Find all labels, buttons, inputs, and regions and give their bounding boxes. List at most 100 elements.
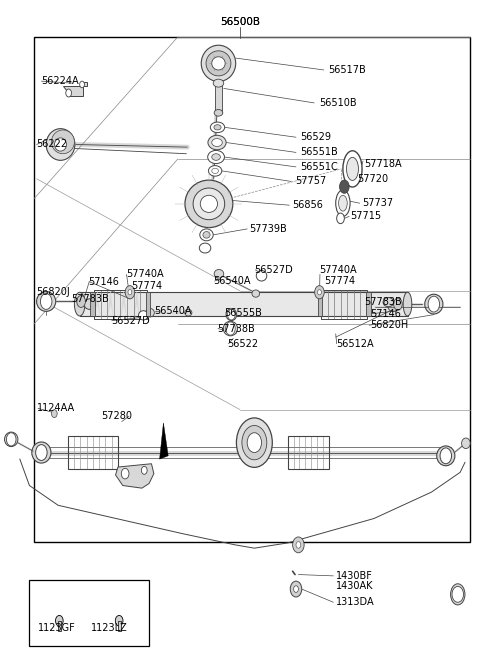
Ellipse shape [403,292,412,316]
Ellipse shape [437,446,455,466]
Ellipse shape [200,195,217,212]
Circle shape [121,469,129,479]
Circle shape [77,295,85,307]
Ellipse shape [212,154,220,161]
Ellipse shape [256,270,267,281]
Ellipse shape [210,122,225,133]
Ellipse shape [462,438,470,449]
Text: 56510B: 56510B [319,98,357,108]
Polygon shape [120,290,127,319]
Ellipse shape [214,270,224,278]
Text: 56527D: 56527D [111,315,150,326]
Circle shape [80,81,84,88]
Ellipse shape [203,231,210,238]
Text: 56540A: 56540A [154,305,192,316]
Ellipse shape [214,110,223,116]
Ellipse shape [32,442,51,463]
Bar [94,290,147,319]
Text: 57146: 57146 [371,309,402,319]
Circle shape [428,296,440,312]
Ellipse shape [212,57,225,70]
Bar [366,292,371,316]
Ellipse shape [237,418,272,467]
Circle shape [128,290,132,295]
Ellipse shape [388,302,398,311]
Text: 57783B: 57783B [72,294,109,304]
Text: 56820J: 56820J [36,288,71,297]
Text: 56522: 56522 [228,338,259,349]
Ellipse shape [84,299,96,309]
Circle shape [56,615,63,626]
Ellipse shape [208,151,225,164]
Circle shape [290,581,302,597]
Circle shape [36,445,47,461]
Circle shape [125,286,135,299]
Text: 56224A: 56224A [41,76,79,86]
Text: 56820H: 56820H [371,320,409,330]
Ellipse shape [139,311,148,320]
Polygon shape [133,290,140,319]
Text: 57740A: 57740A [319,265,357,275]
Ellipse shape [226,309,237,321]
Circle shape [115,615,123,626]
Ellipse shape [242,426,267,460]
Circle shape [228,309,235,320]
Text: 1430AK: 1430AK [336,582,373,592]
Circle shape [293,537,304,553]
Circle shape [51,410,57,418]
Ellipse shape [338,195,347,211]
Text: 1123LZ: 1123LZ [92,623,128,633]
Polygon shape [159,423,168,459]
Text: 56222: 56222 [36,139,68,149]
Polygon shape [107,290,114,319]
Text: 56540A: 56540A [214,276,251,286]
Polygon shape [63,82,87,97]
Text: 1313DA: 1313DA [336,598,374,607]
Text: 1430BF: 1430BF [336,571,372,581]
Ellipse shape [343,151,362,187]
Text: 56551C: 56551C [300,162,337,172]
Ellipse shape [425,294,443,314]
Text: 1124AA: 1124AA [36,403,75,413]
Ellipse shape [451,584,465,605]
Circle shape [452,586,464,602]
Ellipse shape [212,169,218,174]
Ellipse shape [185,180,233,227]
Text: 56856: 56856 [293,200,324,210]
Text: 57720: 57720 [357,174,388,184]
Circle shape [336,213,344,223]
Ellipse shape [214,125,221,130]
Bar [34,37,470,541]
Ellipse shape [200,229,213,241]
Text: 57280: 57280 [101,411,132,421]
Text: 57715: 57715 [350,212,381,221]
Circle shape [315,286,324,299]
Text: 56500B: 56500B [220,17,260,28]
Ellipse shape [185,309,192,316]
Bar [58,621,61,631]
Ellipse shape [208,166,222,176]
Text: 56551B: 56551B [300,147,337,157]
Circle shape [339,180,349,193]
Bar [68,436,118,469]
Ellipse shape [199,243,211,253]
Ellipse shape [193,188,225,219]
Text: 57757: 57757 [295,176,326,186]
Bar [318,292,323,316]
Ellipse shape [4,432,18,447]
Ellipse shape [208,136,226,150]
Bar [90,292,95,316]
Bar [80,292,408,316]
Circle shape [318,290,322,295]
Bar [146,292,151,316]
Circle shape [394,298,402,310]
Circle shape [440,448,452,464]
Bar [118,621,120,631]
Ellipse shape [336,190,350,216]
Ellipse shape [46,129,75,161]
Text: 56527D: 56527D [254,265,293,275]
Text: 1123GF: 1123GF [38,623,76,633]
Circle shape [6,433,16,446]
Text: 56517B: 56517B [328,65,366,75]
Bar [29,580,149,646]
